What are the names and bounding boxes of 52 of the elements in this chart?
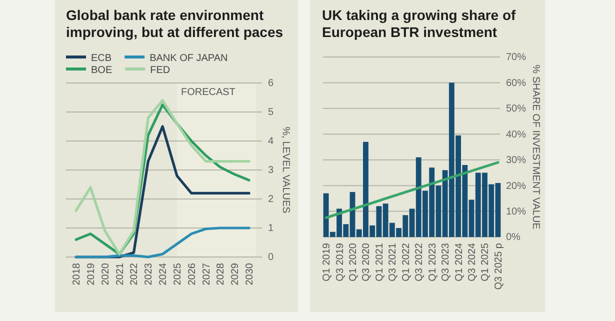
chart-title: Global bank rate environment improving, but at different paces bbox=[66, 7, 284, 40]
line-series bbox=[74, 226, 250, 258]
y-tick-label: 10% bbox=[506, 206, 526, 218]
x-tick-label: 2030 bbox=[244, 262, 256, 286]
x-tick-label: Q3 2025 p bbox=[493, 242, 504, 290]
x-tick-label: Q1 2024 bbox=[454, 242, 465, 282]
x-tick-label: Q1 2020 bbox=[348, 242, 359, 282]
x-tick-label: 2018 bbox=[72, 262, 83, 286]
chart-title: UK taking a growing share of European BTR investment bbox=[322, 7, 516, 40]
x-tick-label: 2025 bbox=[172, 262, 184, 286]
x-tick-label: Q3 2024 bbox=[467, 242, 478, 282]
y-tick-label: 5 bbox=[268, 107, 274, 118]
y-tick-label: 20% bbox=[506, 180, 526, 192]
x-tick-label: Q1 2025 bbox=[480, 242, 492, 282]
x-tick-label: 2021 bbox=[114, 262, 126, 286]
x-tick-label: 2023 bbox=[144, 262, 155, 286]
y-tick-label: 70% bbox=[506, 52, 526, 64]
x-tick-label: 2020 bbox=[100, 262, 112, 286]
x-tick-label: Q3 2023 bbox=[440, 242, 452, 282]
x-tick-label: 2022 bbox=[129, 262, 140, 286]
x-tick-label: Q3 2019 bbox=[334, 242, 346, 282]
x-tick-label: Q1 2019 bbox=[322, 242, 333, 282]
x-tick-label: 2028 bbox=[216, 262, 227, 286]
y-tick-label: 50% bbox=[506, 104, 526, 115]
x-tick-label: Q1 2023 bbox=[427, 242, 438, 282]
legend-label: BOE bbox=[91, 65, 112, 76]
y-tick-label: 6 bbox=[268, 78, 274, 90]
legend-label: ECB bbox=[91, 53, 112, 64]
x-tick-label: Q1 2021 bbox=[374, 242, 386, 282]
band-label: FORECAST bbox=[180, 87, 236, 98]
x-tick-label: 2026 bbox=[186, 262, 198, 286]
y-tick-label: 3 bbox=[268, 165, 274, 176]
y-tick-label: 1 bbox=[268, 223, 274, 234]
x-tick-label: Q3 2020 bbox=[361, 242, 372, 282]
x-tick-label: 2029 bbox=[230, 262, 242, 286]
y-tick-label: 2 bbox=[268, 194, 274, 206]
y-tick-label: 0% bbox=[506, 232, 521, 244]
y-tick-label: 0 bbox=[268, 252, 274, 264]
y-tick-label: 30% bbox=[506, 155, 526, 166]
y-tick-label: 4 bbox=[268, 136, 274, 148]
legend-label: FED bbox=[150, 65, 170, 76]
y-axis-title: %, LEVEL VALUES bbox=[280, 126, 291, 214]
x-tick-label: 2027 bbox=[201, 262, 212, 286]
x-tick-label: Q3 2021 bbox=[388, 242, 399, 282]
x-tick-label: 2019 bbox=[86, 262, 97, 286]
y-axis-title: % SHARE OF INVESTMENT VALUE bbox=[530, 64, 541, 230]
x-tick-label: Q1 2022 bbox=[400, 242, 412, 282]
x-tick-label: 2024 bbox=[158, 262, 170, 286]
x-tick-label: Q3 2022 bbox=[414, 242, 426, 282]
y-tick-label: 40% bbox=[506, 129, 526, 140]
y-tick-label: 60% bbox=[506, 78, 526, 89]
legend-label: BANK OF JAPAN bbox=[150, 53, 228, 64]
